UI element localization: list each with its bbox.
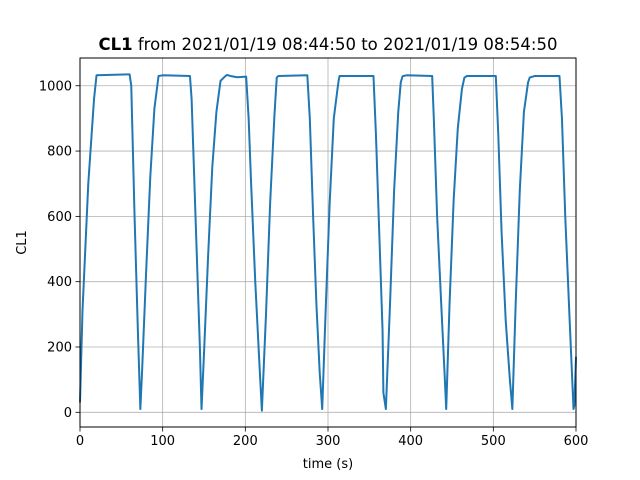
series-line-cl1 (79, 73, 577, 412)
y-tick-label: 800 (47, 145, 72, 160)
x-tick-label: 300 (316, 434, 341, 449)
y-tick-label: 1000 (39, 79, 72, 94)
chart-title-rest: from 2021/01/19 08:44:50 to 2021/01/19 0… (133, 35, 558, 54)
x-tick-label: 400 (398, 434, 423, 449)
y-tick-label: 0 (64, 406, 72, 421)
chart-title-bold: CL1 (99, 35, 133, 54)
y-tick-label: 600 (47, 210, 72, 225)
x-axis-label: time (s) (303, 457, 353, 472)
x-axis-ticks: 0 100 200 300 400 500 600 (76, 427, 589, 449)
y-axis-label: CL1 (15, 230, 30, 255)
y-axis-ticks: 0 200 400 600 800 1000 (39, 79, 80, 421)
y-tick-label: 400 (47, 275, 72, 290)
grid-lines (79, 58, 577, 427)
x-tick-label: 500 (481, 434, 506, 449)
y-tick-label: 200 (47, 340, 72, 355)
x-tick-label: 0 (76, 434, 84, 449)
x-tick-label: 100 (150, 434, 175, 449)
x-tick-label: 200 (233, 434, 258, 449)
chart-title: CL1 from 2021/01/19 08:44:50 to 2021/01/… (99, 35, 558, 54)
x-tick-label: 600 (564, 434, 589, 449)
